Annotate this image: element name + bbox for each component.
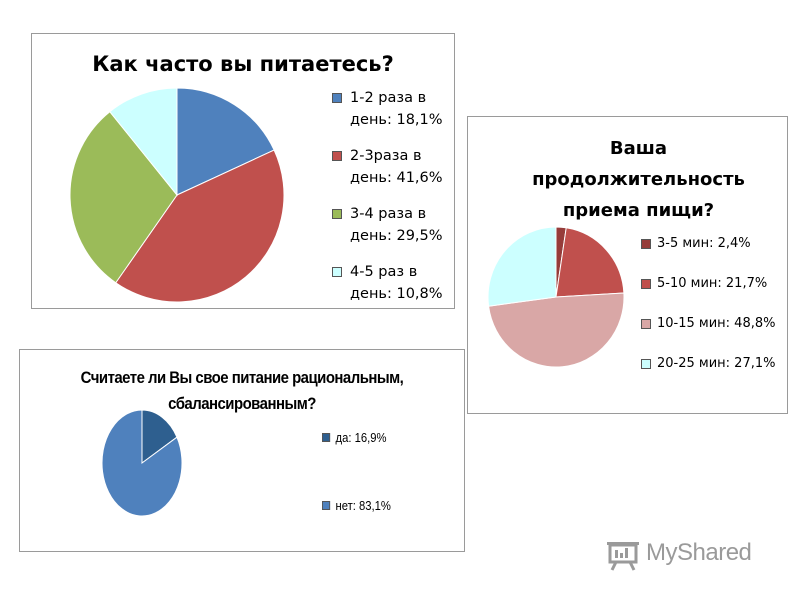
legend-item: 1-2 раза в день: 18,1% [332, 87, 454, 145]
title-line: Считаете ли Вы свое питание рациональным… [80, 368, 404, 387]
legend-label: день: 18,1% [350, 112, 443, 128]
legend-item: 3-4 раза в день: 29,5% [332, 203, 454, 261]
pie-slice-2 [488, 292, 625, 368]
title-line: продолжительность [532, 169, 745, 190]
pie-slice-0 [176, 87, 275, 196]
pie-slice-3 [487, 226, 557, 307]
legend-label: 1-2 раза в [350, 90, 427, 106]
legend-swatch [641, 239, 651, 249]
pie-chart-duration [487, 226, 625, 368]
legend-item: 10-15 мин: 48,8% [641, 315, 787, 355]
chart-frequency-panel: Как часто вы питаетесь? 1-2 раза в день: … [31, 33, 455, 309]
chart-legend: 1-2 раза в день: 18,1% 2-3раза в день: 41,6… [332, 87, 454, 319]
legend-swatch [322, 501, 331, 510]
legend-swatch [332, 267, 342, 277]
pie-slice-2 [69, 111, 178, 284]
legend-label: 2-3раза в [350, 148, 422, 164]
pie-slice-1 [101, 409, 183, 517]
legend-item: 20-25 мин: 27,1% [641, 355, 787, 395]
pie-slice-1 [555, 227, 625, 298]
pie-slice-3 [109, 87, 178, 197]
myshared-logo: MyShared [606, 535, 786, 575]
legend-label: нет: 83,1% [335, 499, 391, 513]
legend-item: да: 16,9% [322, 430, 448, 498]
legend-label: 4-5 раз в [350, 264, 418, 280]
legend-label: 10-15 мин: 48,8% [657, 316, 776, 331]
legend-swatch [641, 279, 651, 289]
legend-swatch [641, 359, 651, 369]
legend-label: день: 10,8% [350, 286, 443, 302]
legend-swatch [332, 209, 342, 219]
legend-item: нет: 83,1% [322, 498, 448, 566]
presentation-board-icon [607, 542, 639, 571]
legend-swatch [332, 93, 342, 103]
legend-item: 4-5 раз в день: 10,8% [332, 261, 454, 319]
legend-label: день: 41,6% [350, 170, 443, 186]
legend-item: 3-5 мин: 2,4% [641, 235, 787, 275]
title-line: сбалансированным? [168, 394, 316, 413]
legend-label: 5-10 мин: 21,7% [657, 276, 768, 291]
pie-slice-0 [141, 409, 178, 464]
logo-text: MyShared [646, 539, 752, 566]
legend-label: 20-25 мин: 27,1% [657, 356, 776, 371]
legend-label: да: 16,9% [335, 431, 387, 445]
legend-item: 5-10 мин: 21,7% [641, 275, 787, 315]
legend-swatch [322, 433, 331, 442]
chart-title: Ваша продолжительность приема пищи? [468, 133, 787, 226]
legend-label: 3-4 раза в [350, 206, 427, 222]
chart-title: Считаете ли Вы свое питание рациональным… [47, 365, 438, 417]
legend-label: 3-5 мин: 2,4% [657, 236, 751, 251]
pie-chart-rational [101, 409, 183, 517]
pie-chart-frequency [69, 87, 285, 303]
chart-rational-panel: Считаете ли Вы свое питание рациональным… [19, 349, 465, 552]
title-line: Ваша [609, 138, 668, 159]
legend-swatch [641, 319, 651, 329]
pie-slice-1 [115, 149, 285, 303]
chart-duration-panel: Ваша продолжительность приема пищи? 3-5 … [467, 116, 788, 414]
chart-legend: 3-5 мин: 2,4% 5-10 мин: 21,7% 10-15 мин: 4… [641, 235, 787, 395]
chart-legend: да: 16,9% нет: 83,1% [322, 430, 462, 566]
legend-item: 2-3раза в день: 41,6% [332, 145, 454, 203]
legend-swatch [332, 151, 342, 161]
title-line: приема пищи? [562, 200, 715, 221]
chart-title: Как часто вы питаетесь? [92, 52, 394, 76]
legend-label: день: 29,5% [350, 228, 443, 244]
